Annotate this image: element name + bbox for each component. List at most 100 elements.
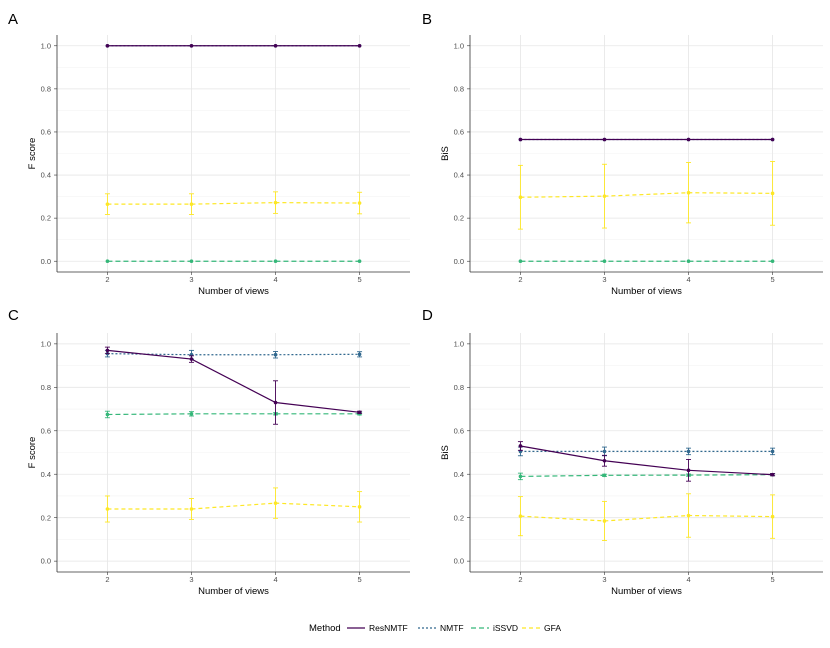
data-point (273, 259, 278, 264)
data-point (770, 514, 775, 519)
series-group (104, 43, 363, 264)
series-line (520, 514, 773, 522)
series-line (520, 192, 773, 198)
data-point (770, 259, 775, 264)
data-point (518, 474, 523, 479)
data-point (357, 352, 362, 357)
panel-label: A (8, 11, 18, 28)
y-tick-label: 0.6 (454, 128, 464, 137)
y-tick-label: 0.6 (454, 426, 464, 435)
data-point (770, 449, 775, 454)
legend-items: ResNMTF NMTF iSSVD GFA (347, 623, 561, 633)
series-nmtf (104, 349, 363, 360)
series-line (107, 502, 360, 510)
x-tick-label: 3 (602, 275, 606, 284)
data-point (602, 259, 607, 264)
x-tick-label: 5 (357, 575, 361, 584)
data-point (189, 259, 194, 264)
y-axis-title: F score (27, 138, 38, 170)
data-point (518, 195, 523, 200)
data-point (105, 507, 110, 511)
panel-d: D 0.0 0.2 0.4 0.6 0.8 1.0 2 3 4 5 Number of views Bi… (422, 307, 823, 597)
panels: A 0.0 0.2 0.4 0.6 0.8 1.0 2 3 4 5 Number of views F … (8, 11, 823, 597)
series-group (104, 346, 363, 523)
x-tick-label: 3 (602, 575, 606, 584)
panel-label: D (422, 307, 433, 324)
data-point (273, 501, 278, 505)
y-tick-label: 0.4 (41, 171, 51, 180)
y-tick-label: 0.8 (41, 383, 51, 392)
y-tick-label: 0.0 (454, 257, 464, 266)
data-point (189, 412, 194, 416)
data-point (686, 449, 691, 454)
y-tick-label: 0.6 (41, 128, 51, 137)
x-tick-label: 5 (357, 275, 361, 284)
series-gfa (517, 161, 776, 230)
data-point (105, 412, 110, 417)
data-point (770, 191, 775, 196)
data-point (189, 357, 194, 361)
legend-title: Method (309, 623, 341, 634)
data-point (357, 505, 362, 509)
series-nmtf (517, 446, 776, 457)
y-tick-label: 1.0 (41, 41, 51, 50)
data-point (518, 259, 523, 264)
legend-label: GFA (544, 623, 561, 633)
data-point (105, 348, 110, 353)
data-point (602, 519, 607, 523)
series-line (520, 445, 773, 476)
x-axis-title: Number of views (198, 586, 269, 597)
y-tick-label: 1.0 (454, 41, 464, 50)
x-tick-label: 4 (686, 275, 690, 284)
data-point (357, 201, 362, 205)
y-tick-label: 0.2 (41, 513, 51, 522)
panel-a: A 0.0 0.2 0.4 0.6 0.8 1.0 2 3 4 5 Number of views F … (8, 11, 410, 297)
y-axis-title: F score (27, 437, 38, 469)
data-point (686, 259, 691, 264)
series-gfa (104, 487, 363, 523)
series-resnmtf (517, 441, 776, 482)
legend-item-nmtf: NMTF (418, 623, 464, 633)
y-axis-title: BiS (440, 445, 451, 460)
data-point (686, 513, 691, 518)
panel-b: B 0.0 0.2 0.4 0.6 0.8 1.0 2 3 4 5 Number of views Bi… (422, 11, 823, 297)
series-issvd (518, 259, 775, 264)
series-gfa (104, 191, 363, 215)
data-point (273, 352, 278, 357)
data-point (518, 444, 523, 448)
x-axis-title: Number of views (611, 286, 682, 297)
y-tick-label: 0.8 (454, 84, 464, 93)
y-tick-label: 0.0 (41, 557, 51, 566)
data-point (518, 514, 523, 518)
data-point (602, 449, 607, 454)
data-point (602, 458, 607, 463)
series-group (517, 441, 776, 541)
x-tick-label: 4 (273, 575, 277, 584)
y-tick-label: 0.2 (454, 513, 464, 522)
series-line (107, 413, 360, 416)
x-axis-title: Number of views (611, 586, 682, 597)
series-line (107, 349, 360, 413)
y-tick-label: 0.0 (41, 257, 51, 266)
y-tick-label: 1.0 (41, 339, 51, 348)
x-tick-label: 2 (518, 575, 522, 584)
panel-label: C (8, 307, 19, 324)
x-tick-label: 5 (770, 575, 774, 584)
series-resnmtf (105, 43, 362, 48)
data-point (189, 202, 194, 206)
panel-label: B (422, 11, 432, 28)
panel-c: C 0.0 0.2 0.4 0.6 0.8 1.0 2 3 4 5 Number of views F … (8, 307, 410, 597)
y-tick-label: 0.4 (454, 470, 464, 479)
series-issvd (104, 410, 363, 419)
data-point (602, 473, 607, 478)
y-tick-label: 0.0 (454, 557, 464, 566)
y-tick-label: 0.4 (41, 470, 51, 479)
legend-label: iSSVD (493, 623, 518, 633)
series-gfa (517, 493, 776, 541)
series-resnmtf (104, 346, 363, 425)
data-point (105, 202, 110, 206)
x-tick-label: 2 (105, 275, 109, 284)
legend-item-resnmtf: ResNMTF (347, 623, 408, 633)
data-point (602, 194, 607, 198)
